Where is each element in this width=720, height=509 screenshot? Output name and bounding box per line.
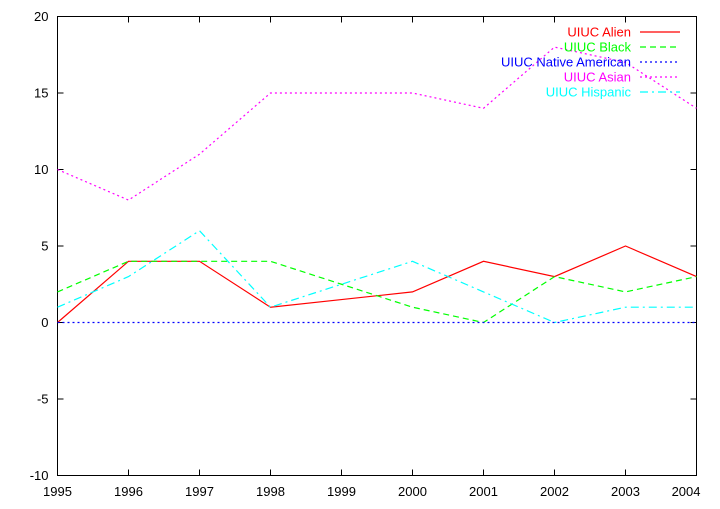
legend-label: UIUC Black bbox=[564, 40, 632, 55]
legend-label: UIUC Hispanic bbox=[546, 85, 632, 100]
y-tick-label: 15 bbox=[34, 86, 48, 101]
y-tick-label: -5 bbox=[37, 392, 49, 407]
x-tick-label: 2003 bbox=[611, 484, 640, 499]
x-tick-label: 2002 bbox=[540, 484, 569, 499]
y-tick-labels: -10 -5 0 5 10 15 20 bbox=[30, 9, 49, 483]
x-tick-label: 2001 bbox=[469, 484, 498, 499]
x-tick-label: 1997 bbox=[185, 484, 214, 499]
y-tick-label: 10 bbox=[34, 162, 48, 177]
series-line-uiuc-hispanic bbox=[57, 229, 697, 324]
x-tick-label: 1995 bbox=[43, 484, 72, 499]
x-tick-labels: 1995 1996 1997 1998 1999 2000 2001 2002 2003 2004 bbox=[43, 484, 700, 499]
x-tick-label: 1996 bbox=[114, 484, 143, 499]
axis-ticks bbox=[57, 16, 697, 476]
legend-label: UIUC Alien bbox=[567, 25, 631, 40]
x-tick-label: 2000 bbox=[398, 484, 427, 499]
legend-label: UIUC Native American bbox=[501, 55, 631, 70]
series-line-uiuc-black bbox=[57, 260, 697, 324]
y-tick-label: 20 bbox=[34, 9, 48, 24]
y-tick-label: 5 bbox=[41, 239, 48, 254]
series-line-uiuc-asian bbox=[57, 46, 697, 201]
x-tick-label: 1999 bbox=[327, 484, 356, 499]
series-lines bbox=[57, 46, 697, 324]
series-line-uiuc-alien bbox=[57, 245, 697, 323]
y-tick-label: 0 bbox=[41, 315, 48, 330]
legend-label: UIUC Asian bbox=[564, 70, 631, 85]
x-tick-label: 2004 bbox=[672, 484, 701, 499]
y-tick-label: -10 bbox=[30, 468, 49, 483]
x-tick-label: 1998 bbox=[256, 484, 285, 499]
